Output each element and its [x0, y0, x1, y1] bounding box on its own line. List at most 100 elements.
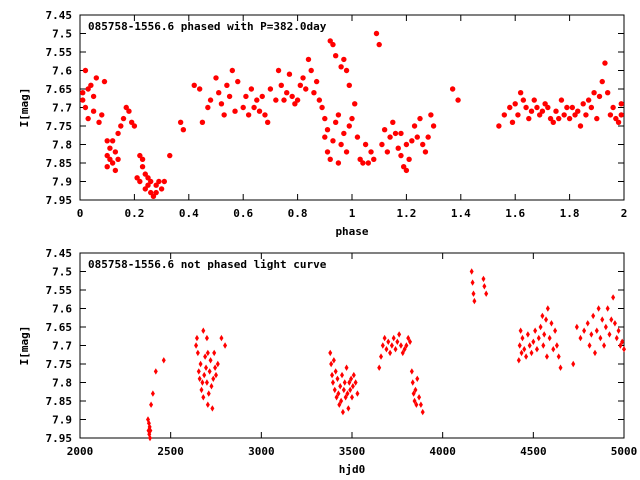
- data-point: [386, 338, 391, 345]
- data-point: [334, 394, 339, 401]
- data-point: [599, 78, 605, 85]
- data-point: [145, 175, 151, 181]
- data-point: [229, 67, 236, 74]
- data-point: [348, 386, 353, 394]
- data-point: [223, 342, 228, 349]
- data-point: [82, 67, 89, 74]
- data-point: [158, 186, 165, 192]
- data-point: [85, 115, 91, 122]
- data-point: [346, 405, 351, 412]
- data-point: [147, 434, 152, 442]
- data-point: [240, 104, 246, 111]
- data-point: [226, 93, 233, 100]
- data-point: [536, 112, 543, 118]
- data-point: [414, 401, 419, 408]
- data-point: [153, 189, 159, 196]
- data-point: [470, 279, 475, 286]
- data-point: [526, 115, 532, 122]
- data-point: [196, 86, 203, 92]
- data-point: [539, 108, 546, 114]
- data-point: [587, 342, 592, 349]
- data-point: [88, 82, 94, 89]
- data-point: [347, 379, 352, 386]
- data-point: [303, 86, 309, 92]
- data-point: [542, 101, 548, 107]
- data-point: [346, 82, 352, 89]
- data-point: [377, 364, 382, 371]
- data-point: [352, 101, 358, 107]
- data-point: [357, 156, 363, 162]
- data-point: [533, 327, 538, 334]
- data-point: [349, 115, 355, 122]
- data-point: [330, 41, 336, 48]
- data-point: [414, 134, 420, 140]
- bottom-xtick-label: 3500: [339, 445, 366, 458]
- data-point: [256, 108, 263, 114]
- data-point: [615, 119, 622, 126]
- data-point: [218, 101, 225, 107]
- data-point: [449, 86, 456, 92]
- data-point: [327, 156, 333, 162]
- data-point: [391, 334, 396, 342]
- data-point: [534, 104, 540, 111]
- data-point: [380, 342, 385, 349]
- top-panel: 7.45 7.5 7.55 7.6 7.65 7.7 7.75 7.8 7.85 7.9 7.95 0…: [18, 9, 627, 238]
- data-point: [544, 353, 549, 360]
- bottom-ytick-label: 7.7: [52, 340, 72, 353]
- data-point: [354, 134, 361, 140]
- data-point: [507, 104, 513, 111]
- top-xtick-label: 0.6: [233, 207, 253, 220]
- data-point: [194, 342, 199, 349]
- data-point: [616, 327, 621, 334]
- bottom-ytick-label: 7.75: [46, 358, 73, 371]
- data-point: [120, 115, 127, 122]
- data-point: [341, 130, 347, 137]
- data-point: [558, 97, 565, 103]
- data-point: [153, 182, 159, 188]
- data-point: [202, 371, 207, 379]
- bottom-ytick-label: 7.5: [52, 266, 72, 279]
- data-point: [392, 130, 399, 137]
- data-point: [413, 386, 418, 394]
- data-point: [574, 323, 579, 331]
- data-point: [381, 127, 388, 133]
- data-point: [346, 123, 352, 129]
- data-point: [198, 360, 203, 368]
- data-point: [142, 171, 148, 177]
- data-point: [343, 67, 350, 74]
- top-xtick-label: 0: [77, 207, 84, 220]
- data-point: [455, 97, 461, 103]
- data-point: [520, 97, 527, 103]
- data-point: [556, 115, 562, 122]
- data-point: [221, 112, 227, 118]
- data-point: [208, 357, 213, 364]
- data-point: [411, 390, 416, 397]
- data-point: [177, 119, 184, 126]
- data-point: [395, 145, 401, 151]
- data-point: [118, 123, 124, 129]
- data-point: [531, 338, 536, 345]
- top-ytick-label: 7.6: [52, 65, 72, 78]
- data-point: [428, 112, 434, 118]
- data-point: [393, 346, 398, 353]
- data-point: [382, 334, 387, 342]
- data-point: [139, 156, 146, 162]
- data-point: [538, 323, 543, 331]
- data-point: [207, 368, 212, 375]
- data-point: [330, 379, 335, 386]
- bottom-ytick-label: 7.6: [52, 303, 72, 316]
- data-point: [311, 90, 317, 96]
- data-point: [524, 353, 529, 360]
- data-point: [273, 97, 279, 103]
- data-point: [104, 164, 110, 170]
- data-point: [339, 397, 344, 405]
- data-point: [371, 156, 377, 162]
- data-point: [519, 349, 524, 357]
- data-point: [123, 104, 129, 111]
- data-point: [109, 138, 116, 144]
- bottom-xtick-label: 4500: [520, 445, 547, 458]
- data-point: [602, 60, 608, 66]
- data-point: [551, 346, 556, 353]
- data-point: [96, 119, 102, 126]
- data-point: [529, 349, 534, 357]
